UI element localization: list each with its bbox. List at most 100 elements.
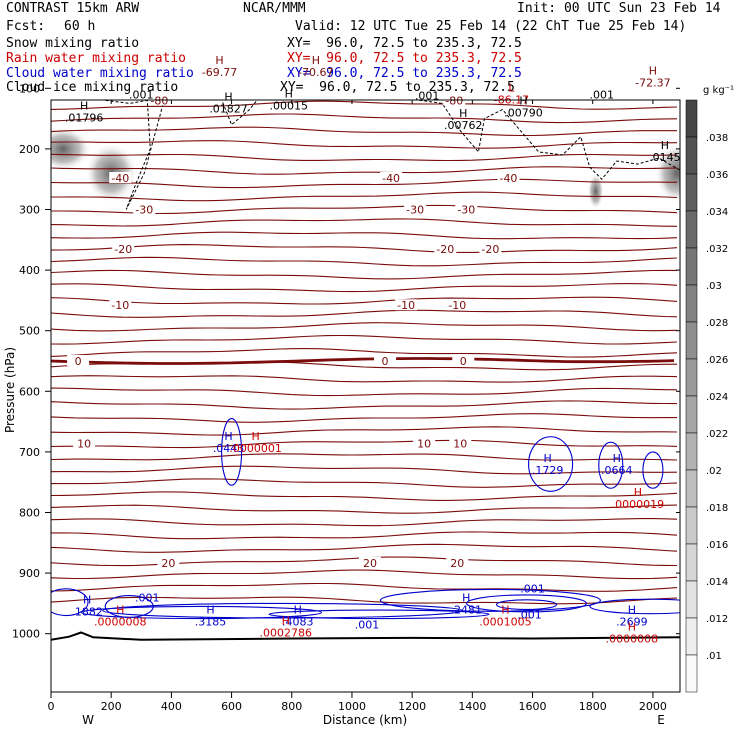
isotherm-label: 10 <box>417 437 431 450</box>
colorbar-tick-label: .03 <box>706 281 722 292</box>
extremum-value: .2481 <box>451 604 483 617</box>
colorbar-tick-label: .032 <box>706 244 728 255</box>
y-tick-label: 400 <box>19 264 40 277</box>
colorbar-tick-label: .024 <box>706 392 728 403</box>
colorbar-unit: g kg⁻¹ <box>703 85 734 96</box>
extremum-value: .1729 <box>532 464 564 477</box>
colorbar-swatch <box>685 136 698 175</box>
extremum-marker: H <box>661 139 669 152</box>
isotherm-label: 20 <box>363 557 377 570</box>
extremum-value: -70.67 <box>298 66 333 79</box>
isotherm <box>51 400 678 410</box>
cloud-water-contour <box>465 594 588 613</box>
isotherm-label-bg <box>67 355 90 366</box>
isotherm-label: -30 <box>406 204 424 217</box>
x-tick-label: 600 <box>221 700 242 713</box>
isotherm <box>51 518 678 527</box>
isotherm-label-bg <box>359 556 382 568</box>
isotherm <box>51 504 678 514</box>
x-tick-label: 0 <box>48 700 55 713</box>
extremum-marker: H <box>459 107 467 120</box>
isotherm-label-bg <box>157 556 180 568</box>
isotherm <box>51 218 678 227</box>
extremum-marker: H <box>312 54 320 67</box>
isotherm-label: -10 <box>448 299 466 312</box>
isotherm-label-bg <box>133 203 156 215</box>
y-tick-label: 500 <box>19 325 40 338</box>
field-title-cloud-water: Cloud water mixing ratio <box>6 66 194 81</box>
extremum-marker: H <box>224 430 232 443</box>
valid-time: Valid: 12 UTC Tue 25 Feb 14 (22 ChT Tue … <box>295 19 687 34</box>
isotherm <box>51 244 678 253</box>
x-tick-label: 2000 <box>639 700 667 713</box>
colorbar-swatch <box>685 173 698 212</box>
isotherm <box>51 178 678 189</box>
cloud-water-contour <box>495 599 558 611</box>
init-time: Init: 00 UTC Sun 23 Feb 14 <box>517 1 721 16</box>
extremum-value: .0664 <box>601 464 633 477</box>
colorbar-swatch <box>685 580 698 619</box>
isotherm-label-bg <box>112 242 135 254</box>
cloud-water-contour <box>642 451 664 489</box>
cloud-water-contour <box>221 418 243 486</box>
isotherm <box>51 569 678 580</box>
colorbar-tick-label: .02 <box>706 466 722 477</box>
isotherm-label: -40 <box>111 172 129 185</box>
isotherm-label: -80 <box>150 94 168 107</box>
extremum-marker: H <box>294 604 302 617</box>
y-tick-label: 200 <box>19 143 40 156</box>
isotherm <box>51 478 678 488</box>
isotherm <box>51 204 678 215</box>
freezing-level-isotherm <box>51 357 675 365</box>
colorbar-swatch <box>685 99 698 138</box>
isotherm-label: 20 <box>450 557 464 570</box>
isotherm-label-bg <box>455 203 478 215</box>
isotherm <box>51 531 678 540</box>
contour-label: .001 <box>520 582 545 595</box>
isotherm-label-bg <box>479 242 502 254</box>
isotherm <box>51 465 678 475</box>
isotherm <box>51 322 678 332</box>
isotherm <box>51 113 678 124</box>
model-title: CONTRAST 15km ARW <box>6 1 140 16</box>
extremum-value: .01796 <box>65 112 104 125</box>
y-axis-label: Pressure (hPa) <box>3 347 17 433</box>
colorbar-tick-label: .036 <box>706 170 728 181</box>
isotherm <box>51 140 678 149</box>
extremum-marker: H <box>501 604 509 617</box>
extremum-value: -69.77 <box>202 66 237 79</box>
extremum-marker: H <box>285 87 293 100</box>
east-label: E <box>657 713 665 727</box>
extremum-value: .2699 <box>616 616 648 629</box>
isotherm <box>51 76 677 83</box>
extremum-value: .00790 <box>504 107 543 120</box>
y-tick-label: 600 <box>19 385 40 398</box>
isotherm <box>51 256 678 267</box>
cloud-water-contour <box>379 588 601 612</box>
extremum-marker: H <box>83 593 91 606</box>
extremum-value: .0443 <box>213 442 245 455</box>
colorbar-swatch <box>685 506 698 545</box>
extremum-marker: H <box>282 615 290 628</box>
field-title-snow: Snow mixing ratio <box>6 36 140 51</box>
isotherm-label-bg <box>413 437 436 449</box>
x-tick-label: 400 <box>161 700 182 713</box>
isotherm-label: 0 <box>382 355 389 368</box>
isotherm-label: -80 <box>445 94 463 107</box>
extremum-marker: H <box>252 430 260 443</box>
isotherm <box>51 387 678 397</box>
extremum-value: .0002786 <box>259 627 312 640</box>
colorbar-tick-label: .012 <box>706 614 728 625</box>
extremum-marker: H <box>80 100 88 113</box>
colorbar-swatch <box>685 654 698 693</box>
isotherm <box>51 153 678 162</box>
isotherm-label-bg <box>109 299 132 311</box>
x-tick-label: 800 <box>281 700 302 713</box>
extremum-value: .0000008 <box>94 616 147 629</box>
contour-label: .001 <box>590 88 615 101</box>
isotherm-label-bg <box>452 355 475 366</box>
isotherm <box>51 453 678 461</box>
isotherm-label: -40 <box>382 172 400 185</box>
isotherm <box>51 426 678 436</box>
